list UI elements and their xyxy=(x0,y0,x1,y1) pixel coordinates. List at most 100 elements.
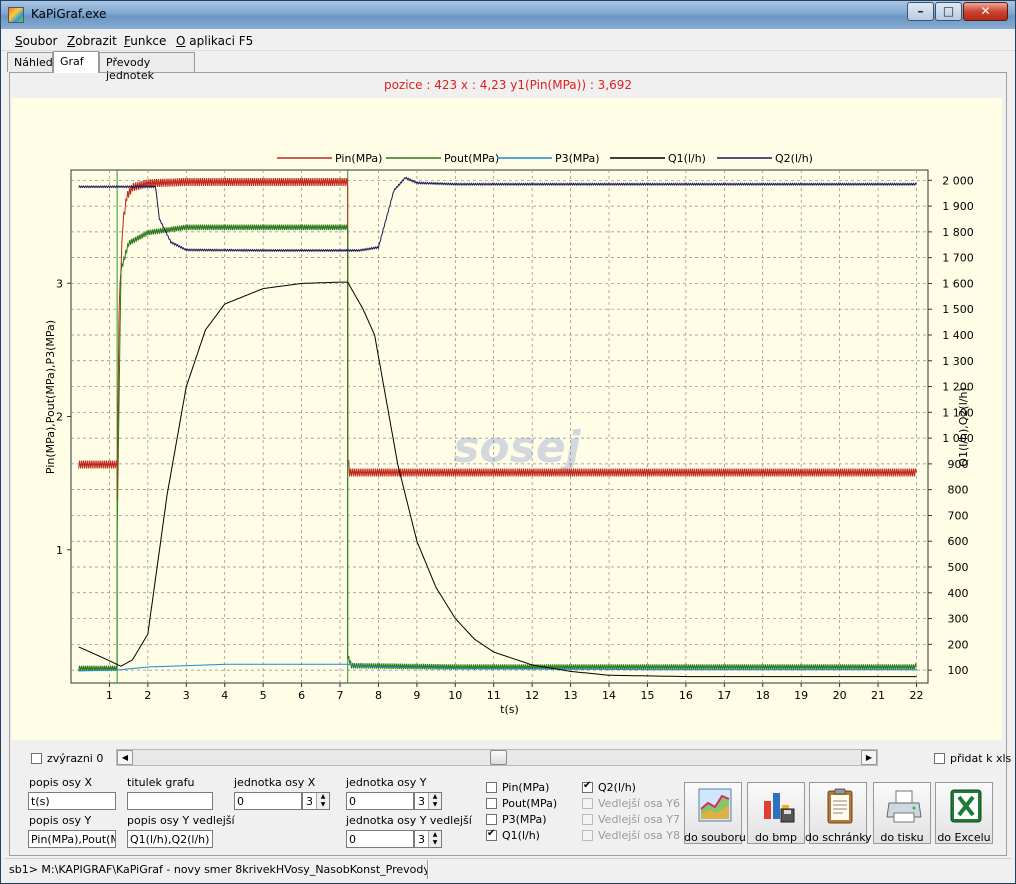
x-tick-label: 13 xyxy=(564,689,578,702)
x-tick-label: 21 xyxy=(871,689,885,702)
y2-tick-label: 900 xyxy=(948,458,969,471)
x-tick-label: 12 xyxy=(525,689,539,702)
series-checkbox[interactable] xyxy=(486,798,497,809)
series-checkbox-label: P3(MPa) xyxy=(502,813,547,826)
scroll-right-icon[interactable]: ▶ xyxy=(861,750,877,765)
y2-tick-label: 600 xyxy=(948,535,969,548)
excel-icon xyxy=(950,789,982,823)
title-bar[interactable]: KaPiGraf.exe – □ ✕ xyxy=(1,1,1015,29)
do-excelu-label: do Excelu xyxy=(937,831,991,844)
x-tick-label: 15 xyxy=(640,689,654,702)
series-checkbox-label: Q2(l/h) xyxy=(598,781,636,794)
do-schranky-label: do schránky xyxy=(805,831,872,844)
do-souboru-button[interactable] xyxy=(684,782,742,844)
printer-icon xyxy=(886,790,922,823)
series-checkbox-label: Pout(MPa) xyxy=(502,797,558,810)
status-separator xyxy=(427,860,429,879)
x-tick-label: 3 xyxy=(183,689,190,702)
y2-tick-label: 1 200 xyxy=(942,381,974,394)
zvyraznit-checkbox[interactable] xyxy=(31,753,42,764)
y2-tick-label: 800 xyxy=(948,484,969,497)
menu-soubor[interactable]: Soubor xyxy=(15,34,58,48)
y2-tick-label: 2 000 xyxy=(942,174,974,187)
menu-zobrazit[interactable]: Zobrazit xyxy=(67,34,117,48)
scroll-left-icon[interactable]: ◀ xyxy=(117,750,133,765)
x-tick-label: 4 xyxy=(221,689,228,702)
x-tick-label: 1 xyxy=(106,689,113,702)
do-excelu-button[interactable] xyxy=(935,782,993,844)
jednotka-osy-y-input[interactable]: 0 xyxy=(346,792,414,810)
series-checkbox xyxy=(582,798,593,809)
y2-tick-label: 1 700 xyxy=(942,252,974,265)
x-tick-label: 7 xyxy=(337,689,344,702)
series-checkbox-label: Pin(MPa) xyxy=(502,781,550,794)
titulek-grafu-input[interactable] xyxy=(127,792,213,810)
x-axis-label: t(s) xyxy=(500,703,519,716)
y2-tick-label: 1 000 xyxy=(942,432,974,445)
tab-nahled[interactable]: Náhled xyxy=(7,52,53,72)
do-bmp-button[interactable] xyxy=(747,782,805,844)
popis-osy-x-input[interactable]: t(s) xyxy=(28,792,116,810)
do-souboru-label: do souboru xyxy=(684,831,746,844)
x-tick-label: 19 xyxy=(794,689,808,702)
app-icon xyxy=(8,7,24,23)
series-checkbox xyxy=(582,814,593,825)
series-checkbox[interactable] xyxy=(486,828,497,841)
series-checkbox[interactable] xyxy=(486,814,497,825)
legend-entry: Q1(l/h) xyxy=(668,152,706,165)
y2-tick-label: 1 400 xyxy=(942,329,974,342)
legend-entry: Q2(l/h) xyxy=(775,152,813,165)
do-tisku-label: do tisku xyxy=(880,831,924,844)
menu-bar: Soubor Zobrazit Funkce O aplikaci F5 xyxy=(1,31,1015,51)
close-button[interactable]: ✕ xyxy=(963,2,1008,21)
watermark-text: sosej xyxy=(453,422,581,473)
jednotka-osy-y-vedlejsi-stepper[interactable]: 3 ▲ ▼ xyxy=(414,830,442,848)
popis-osy-y-input[interactable]: Pin(MPa),Pout(MP xyxy=(28,830,116,848)
y2-tick-label: 500 xyxy=(948,561,969,574)
popis-osy-y-vedlejsi-input[interactable]: Q1(l/h),Q2(l/h) xyxy=(127,830,213,848)
popis-osy-y-vedlejsi-label: popis osy Y vedlejší xyxy=(127,814,235,827)
popis-osy-x-label: popis osy X xyxy=(29,776,92,789)
chart-area[interactable]: sosej 1 2 3 4 5 6 7 8 9 10 11 12 13 14 15 16 17 18 19 20 21 22… xyxy=(12,98,1002,740)
series-checkbox-label: Vedlejší osa Y8 xyxy=(598,829,681,842)
series-line-poutmpa xyxy=(78,224,917,672)
menu-funkce[interactable]: Funkce xyxy=(124,34,167,48)
pridat-xls-checkbox[interactable] xyxy=(934,753,945,764)
maximize-button[interactable]: □ xyxy=(935,2,962,21)
y2-tick-label: 100 xyxy=(948,664,969,677)
do-schranky-button[interactable] xyxy=(809,782,867,844)
series-checkbox[interactable] xyxy=(486,782,497,793)
x-scrollbar[interactable]: ◀ ▶ xyxy=(116,749,878,766)
zvyraznit-label: zvýrazni 0 xyxy=(47,752,104,765)
x-tick-label: 8 xyxy=(375,689,382,702)
series-line-q1lh xyxy=(78,281,917,678)
series-checkbox[interactable] xyxy=(582,780,593,793)
jednotka-osy-y-stepper[interactable]: 3 ▲ ▼ xyxy=(414,792,442,810)
series-checkbox-label: Q1(l/h) xyxy=(502,829,540,842)
minimize-button[interactable]: – xyxy=(907,2,934,21)
jednotka-osy-y-vedlejsi-input[interactable]: 0 xyxy=(346,830,414,848)
jednotka-osy-y-vedlejsi-label: jednotka osy Y vedlejší xyxy=(346,814,472,827)
y-tick-label: 3 xyxy=(56,277,63,290)
scroll-thumb[interactable] xyxy=(490,750,507,765)
tab-prevody-jednotek[interactable]: Převody jednotek xyxy=(99,52,195,82)
menu-o-aplikaci[interactable]: O aplikaci F5 xyxy=(176,34,254,48)
y-tick-label: 2 xyxy=(56,411,63,424)
y2-tick-label: 1 100 xyxy=(942,406,974,419)
y2-tick-label: 1 600 xyxy=(942,277,974,290)
y2-axis-label: Q1(l/h),Q2(l/h) xyxy=(957,387,970,466)
jednotka-osy-x-stepper[interactable]: 3 ▲ ▼ xyxy=(302,792,330,810)
do-tisku-button[interactable] xyxy=(873,782,931,844)
x-tick-label: 17 xyxy=(717,689,731,702)
legend-entry: P3(MPa) xyxy=(555,152,600,165)
x-tick-label: 9 xyxy=(413,689,420,702)
series-checkbox-label: Vedlejší osa Y6 xyxy=(598,797,681,810)
tab-graf[interactable]: Graf xyxy=(53,51,99,73)
jednotka-osy-x-input[interactable]: 0 xyxy=(234,792,302,810)
jednotka-osy-x-label: jednotka osy X xyxy=(234,776,316,789)
x-tick-label: 16 xyxy=(679,689,693,702)
y2-tick-label: 300 xyxy=(948,613,969,626)
popis-osy-y-label: popis osy Y xyxy=(29,814,92,827)
